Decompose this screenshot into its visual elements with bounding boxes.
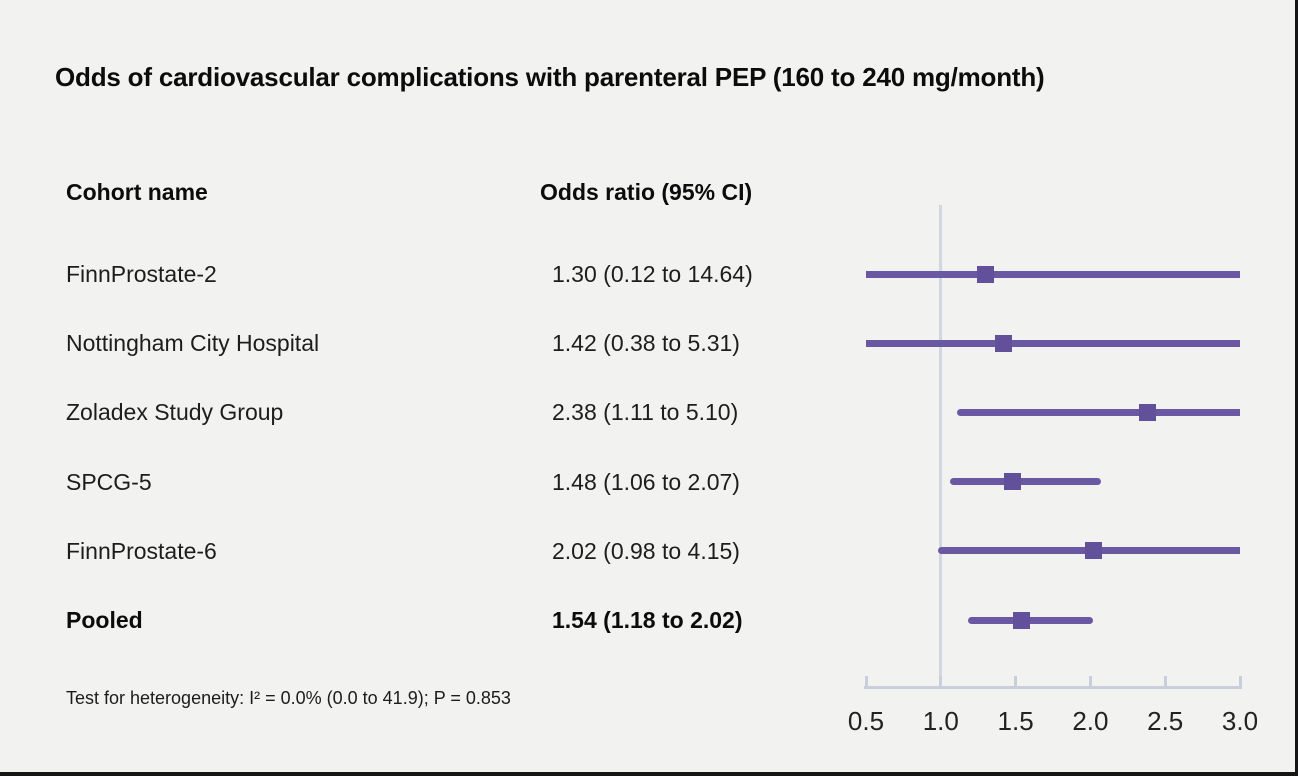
x-axis-tick-label: 0.5 [847, 706, 885, 736]
odds-ratio-marker [1084, 542, 1102, 560]
confidence-interval-line [866, 339, 1240, 347]
reference-line-1 [939, 205, 943, 688]
odds-ratio-marker [1004, 473, 1022, 491]
odds-ratio-value-label: 2.38 (1.11 to 5.10) [552, 399, 739, 426]
cohort-name-label: FinnProstate-2 [66, 261, 217, 287]
heterogeneity-footnote: Test for heterogeneity: I² = 0.0% (0.0 t… [66, 688, 511, 708]
x-axis-tick-label: 1.5 [997, 706, 1034, 736]
x-axis-tick [864, 676, 868, 686]
x-axis-tick-label: 2.5 [1147, 706, 1184, 736]
confidence-interval-line [967, 616, 1094, 624]
odds-ratio-value-label: 2.02 (0.98 to 4.15) [552, 537, 740, 564]
cohort-name-label: Zoladex Study Group [66, 399, 284, 426]
odds-ratio-marker [1138, 403, 1156, 421]
x-axis-tick [939, 676, 943, 686]
x-axis-tick-label: 3.0 [1221, 706, 1259, 736]
cohort-name-label: SPCG-5 [66, 468, 152, 495]
x-axis-tick-label: 2.0 [1072, 706, 1109, 736]
odds-ratio-value-label: 1.42 (0.38 to 5.31) [552, 330, 740, 357]
odds-ratio-column-header: Odds ratio (95% CI) [540, 179, 753, 205]
cohort-column-header: Cohort name [66, 179, 208, 205]
confidence-interval-line [866, 270, 1240, 278]
confidence-interval-line [957, 408, 1240, 416]
cohort-name-label: Nottingham City Hospital [66, 330, 320, 357]
chart-title: Odds of cardiovascular complications wit… [55, 62, 1045, 92]
x-axis-tick [1238, 676, 1242, 686]
odds-ratio-value-label: 1.30 (0.12 to 14.64) [552, 261, 753, 287]
x-axis-tick [1163, 676, 1167, 686]
x-axis-tick [1014, 676, 1018, 686]
cohort-name-label: Pooled [66, 607, 143, 633]
odds-ratio-marker [995, 334, 1013, 352]
x-axis-tick-label: 1.0 [922, 706, 959, 736]
odds-ratio-marker [1013, 611, 1031, 629]
odds-ratio-marker [977, 265, 995, 283]
x-axis-line [864, 686, 1242, 689]
cohort-name-label: FinnProstate-6 [66, 537, 217, 564]
x-axis-tick [1088, 676, 1092, 686]
odds-ratio-value-label: 1.48 (1.06 to 2.07) [552, 468, 740, 495]
confidence-interval-line [949, 478, 1101, 486]
odds-ratio-value-label: 1.54 (1.18 to 2.02) [552, 607, 743, 633]
